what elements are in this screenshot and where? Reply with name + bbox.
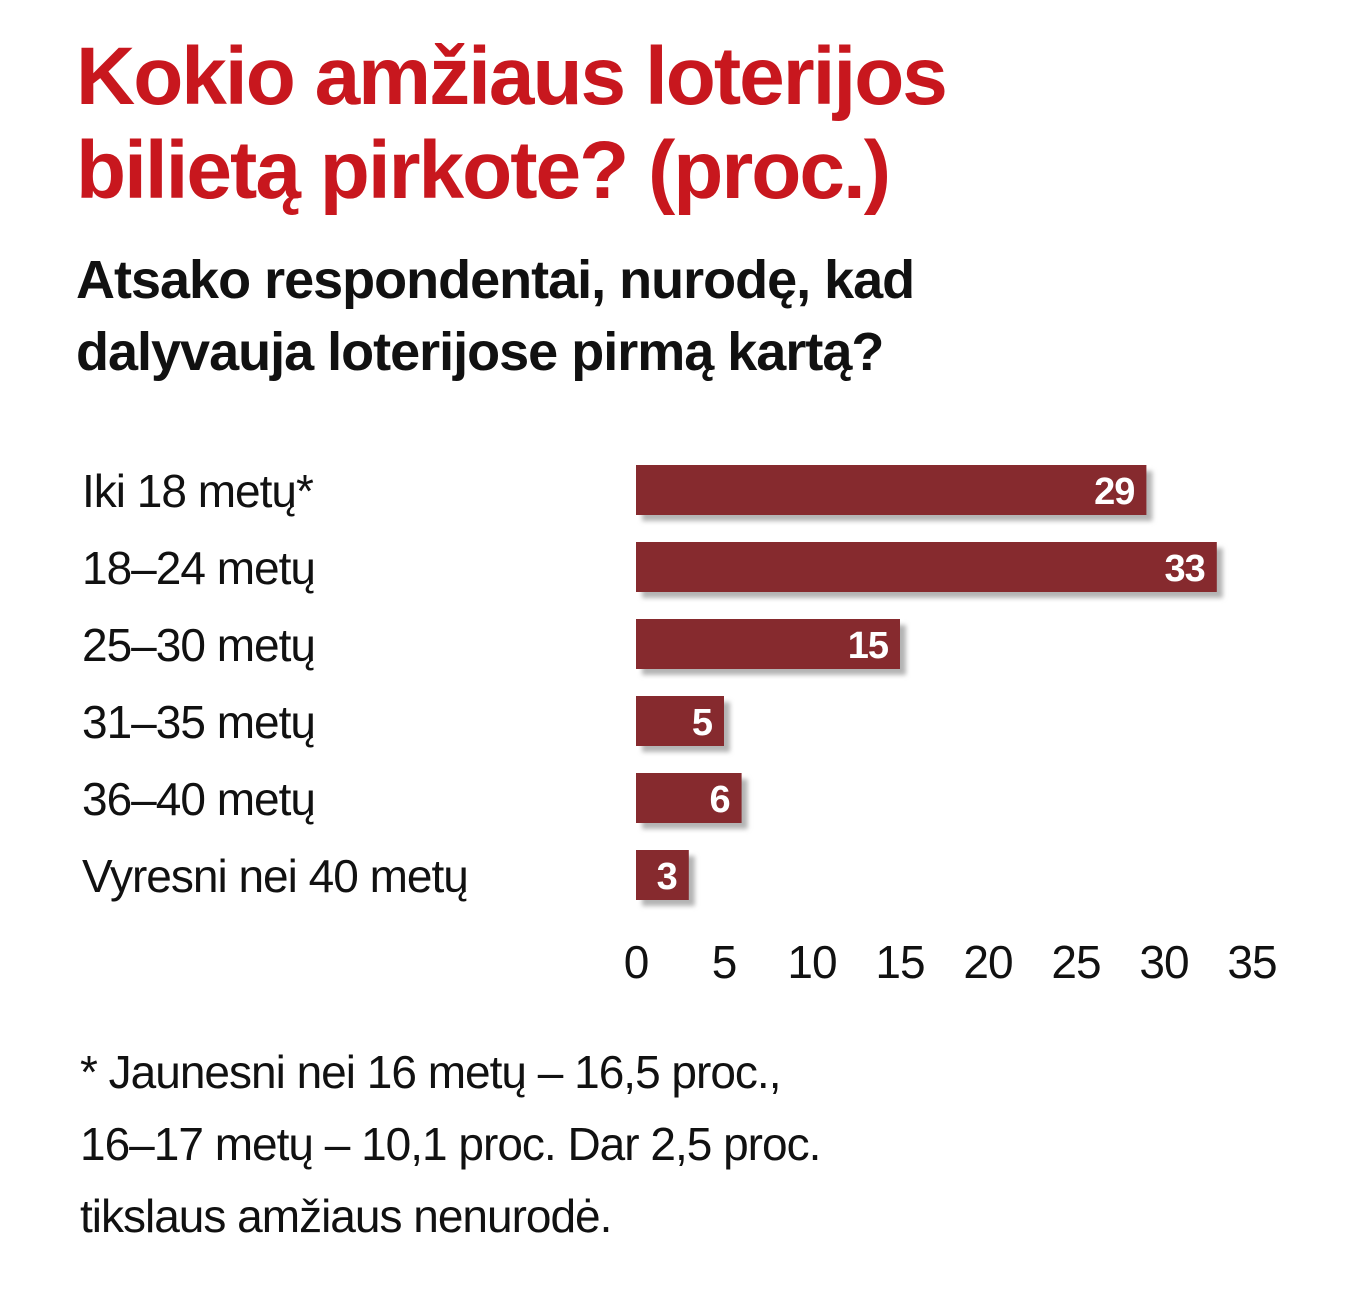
bar bbox=[636, 465, 1147, 515]
footnote-line-2: 16–17 metų – 10,1 proc. Dar 2,5 proc. bbox=[80, 1118, 821, 1170]
chart-subtitle-line-1: Atsako respondentai, nurodę, kad bbox=[76, 250, 915, 310]
x-tick-label: 0 bbox=[624, 936, 649, 988]
bar bbox=[636, 773, 742, 823]
bar-value-label: 33 bbox=[1165, 548, 1205, 590]
category-label: 36–40 metų bbox=[82, 773, 315, 825]
bar-value-label: 15 bbox=[848, 625, 889, 667]
chart-title: Kokio amžiaus loterijos bilietą pirkote?… bbox=[76, 30, 1276, 218]
chart-subtitle: Atsako respondentai, nurodę, kad dalyvau… bbox=[76, 244, 1276, 388]
footnote-line-3: tikslaus amžiaus nenurodė. bbox=[80, 1190, 612, 1242]
bar-value-label: 29 bbox=[1094, 471, 1134, 513]
footnote: * Jaunesni nei 16 metų – 16,5 proc., 16–… bbox=[80, 1036, 1280, 1252]
category-label: Vyresni nei 40 metų bbox=[82, 850, 468, 902]
bar-value-label: 3 bbox=[657, 856, 677, 898]
bar bbox=[636, 619, 900, 669]
x-tick-label: 30 bbox=[1139, 936, 1188, 988]
chart-title-line-2: bilietą pirkote? (proc.) bbox=[76, 125, 891, 216]
footnote-line-1: * Jaunesni nei 16 metų – 16,5 proc., bbox=[80, 1046, 781, 1098]
x-axis: 0 5 10 15 20 25 30 35 bbox=[624, 936, 1278, 988]
x-tick-label: 5 bbox=[712, 936, 737, 988]
bar-value-label: 5 bbox=[692, 702, 713, 744]
x-tick-label: 15 bbox=[875, 936, 924, 988]
category-label: 25–30 metų bbox=[82, 619, 315, 671]
chart-subtitle-line-2: dalyvauja loterijose pirmą kartą? bbox=[76, 322, 884, 382]
category-label: 31–35 metų bbox=[82, 696, 315, 748]
x-tick-label: 35 bbox=[1227, 936, 1276, 988]
bar bbox=[636, 696, 724, 746]
bar bbox=[636, 850, 689, 900]
category-labels: Iki 18 metų* 18–24 metų 25–30 metų 31–35 me… bbox=[82, 465, 469, 902]
x-tick-label: 25 bbox=[1051, 936, 1100, 988]
x-tick-label: 20 bbox=[963, 936, 1012, 988]
category-label: Iki 18 metų* bbox=[82, 465, 314, 517]
bar bbox=[636, 542, 1217, 592]
chart-title-line-1: Kokio amžiaus loterijos bbox=[76, 31, 948, 122]
bar-chart: Iki 18 metų* 18–24 metų 25–30 metų 31–35 me… bbox=[82, 465, 1278, 988]
category-label: 18–24 metų bbox=[82, 542, 315, 594]
bar-value-label: 6 bbox=[709, 779, 729, 821]
bars: 29 33 15 5 63 bbox=[636, 465, 1223, 906]
x-tick-label: 10 bbox=[787, 936, 836, 988]
